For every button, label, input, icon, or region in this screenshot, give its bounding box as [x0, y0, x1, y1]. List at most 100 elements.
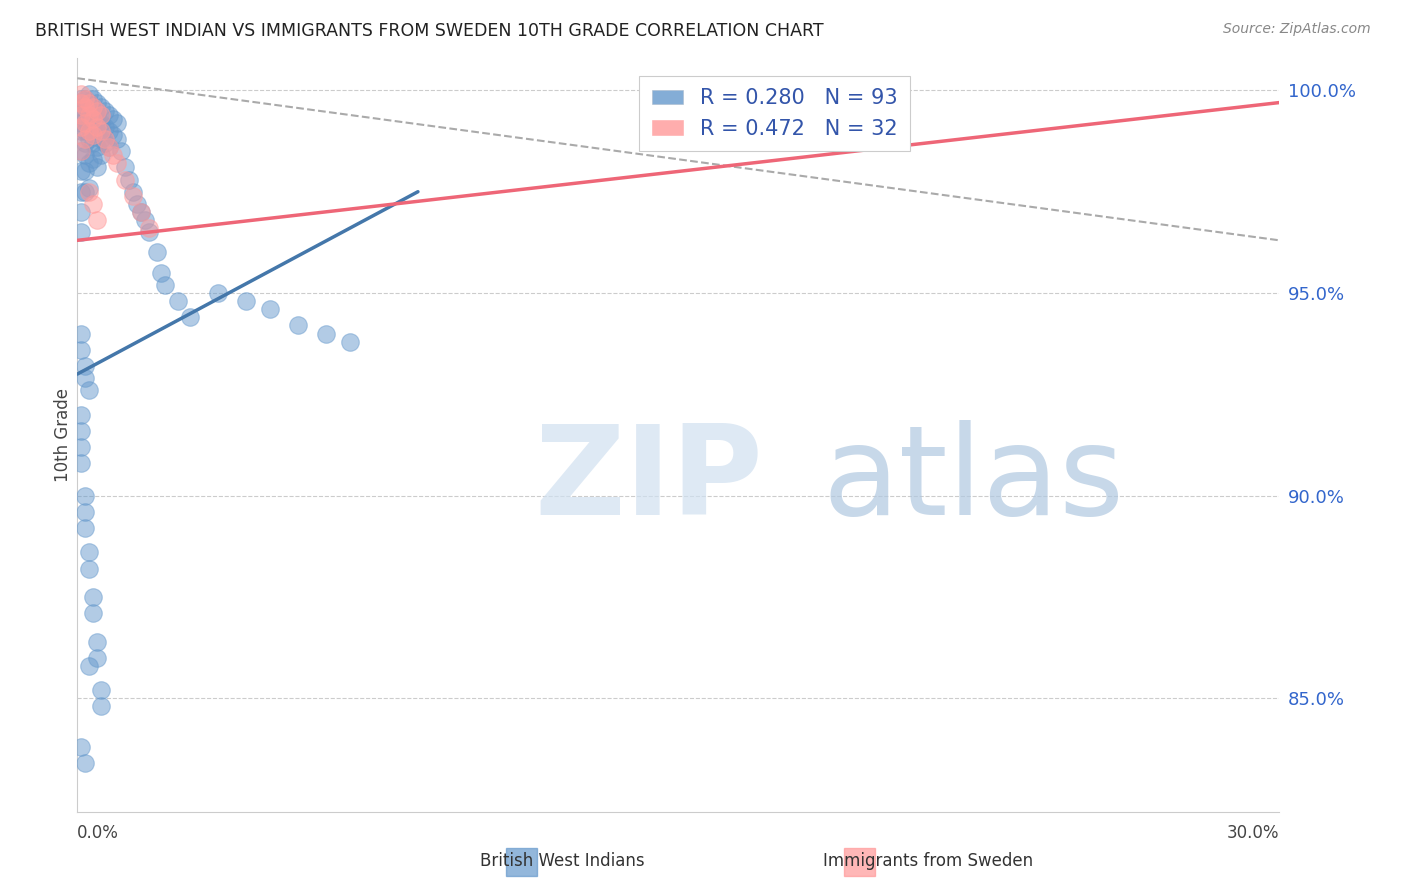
Point: [79, 545, 101, 559]
Point: [90, 100, 112, 114]
Point: [70, 164, 93, 178]
Point: [70, 95, 93, 110]
Point: [86, 108, 108, 122]
Point: [235, 294, 257, 309]
Point: [75, 100, 97, 114]
Point: [90, 116, 112, 130]
Point: [82, 91, 104, 105]
Point: [107, 116, 129, 130]
Point: [107, 156, 129, 170]
Point: [98, 124, 121, 138]
Point: [98, 140, 121, 154]
Point: [79, 384, 101, 398]
Point: [75, 505, 97, 519]
Point: [82, 590, 104, 604]
Point: [287, 318, 309, 333]
Point: [70, 91, 93, 105]
Point: [90, 683, 112, 698]
Point: [79, 95, 101, 110]
Text: BRITISH WEST INDIAN VS IMMIGRANTS FROM SWEDEN 10TH GRADE CORRELATION CHART: BRITISH WEST INDIAN VS IMMIGRANTS FROM S…: [35, 22, 824, 40]
Point: [75, 756, 97, 770]
Text: 30.0%: 30.0%: [1227, 824, 1279, 842]
Point: [75, 185, 97, 199]
Point: [103, 148, 125, 162]
Point: [207, 285, 229, 300]
Point: [70, 440, 93, 454]
Point: [86, 650, 108, 665]
Text: 0.0%: 0.0%: [77, 824, 120, 842]
Point: [79, 124, 101, 138]
Point: [82, 112, 104, 126]
Point: [138, 225, 160, 239]
Point: [114, 172, 136, 186]
Point: [75, 91, 97, 105]
Point: [75, 148, 97, 162]
Point: [79, 120, 101, 134]
Point: [82, 100, 104, 114]
Text: ZIP: ZIP: [534, 419, 763, 541]
Point: [70, 408, 93, 422]
Point: [90, 148, 112, 162]
Point: [70, 100, 93, 114]
Point: [75, 371, 97, 385]
Point: [82, 103, 104, 118]
Point: [82, 197, 104, 211]
Point: [86, 634, 108, 648]
Point: [134, 213, 156, 227]
Point: [75, 112, 97, 126]
Point: [86, 124, 108, 138]
Point: [131, 205, 153, 219]
Point: [828, 83, 851, 97]
Point: [107, 132, 129, 146]
Point: [98, 140, 121, 154]
Point: [70, 456, 93, 470]
Point: [179, 310, 201, 325]
Point: [70, 343, 93, 357]
Point: [70, 124, 93, 138]
Point: [86, 120, 108, 134]
Point: [79, 108, 101, 122]
Point: [75, 116, 97, 130]
Point: [131, 205, 153, 219]
Point: [150, 266, 173, 280]
Point: [122, 188, 145, 202]
Point: [146, 245, 169, 260]
Point: [339, 334, 361, 349]
Point: [94, 136, 117, 150]
Point: [94, 120, 117, 134]
Point: [155, 277, 177, 292]
Point: [90, 132, 112, 146]
Point: [114, 161, 136, 175]
Text: Immigrants from Sweden: Immigrants from Sweden: [823, 852, 1033, 870]
Y-axis label: 10th Grade: 10th Grade: [53, 388, 72, 482]
Point: [82, 153, 104, 167]
Point: [122, 185, 145, 199]
Point: [82, 128, 104, 142]
Point: [75, 521, 97, 535]
Point: [79, 95, 101, 110]
Point: [70, 108, 93, 122]
Point: [86, 103, 108, 118]
Point: [79, 156, 101, 170]
Point: [75, 489, 97, 503]
Point: [86, 213, 108, 227]
Point: [90, 108, 112, 122]
Point: [90, 699, 112, 714]
Point: [79, 180, 101, 194]
Point: [103, 112, 125, 126]
Point: [90, 124, 112, 138]
Point: [86, 140, 108, 154]
Point: [98, 108, 121, 122]
Point: [79, 108, 101, 122]
Point: [259, 302, 281, 317]
Point: [118, 172, 141, 186]
Text: Source: ZipAtlas.com: Source: ZipAtlas.com: [1223, 22, 1371, 37]
Point: [79, 87, 101, 102]
Point: [75, 100, 97, 114]
Point: [70, 739, 93, 754]
Point: [103, 128, 125, 142]
Point: [127, 197, 149, 211]
Point: [86, 161, 108, 175]
Point: [79, 185, 101, 199]
Point: [82, 120, 104, 134]
